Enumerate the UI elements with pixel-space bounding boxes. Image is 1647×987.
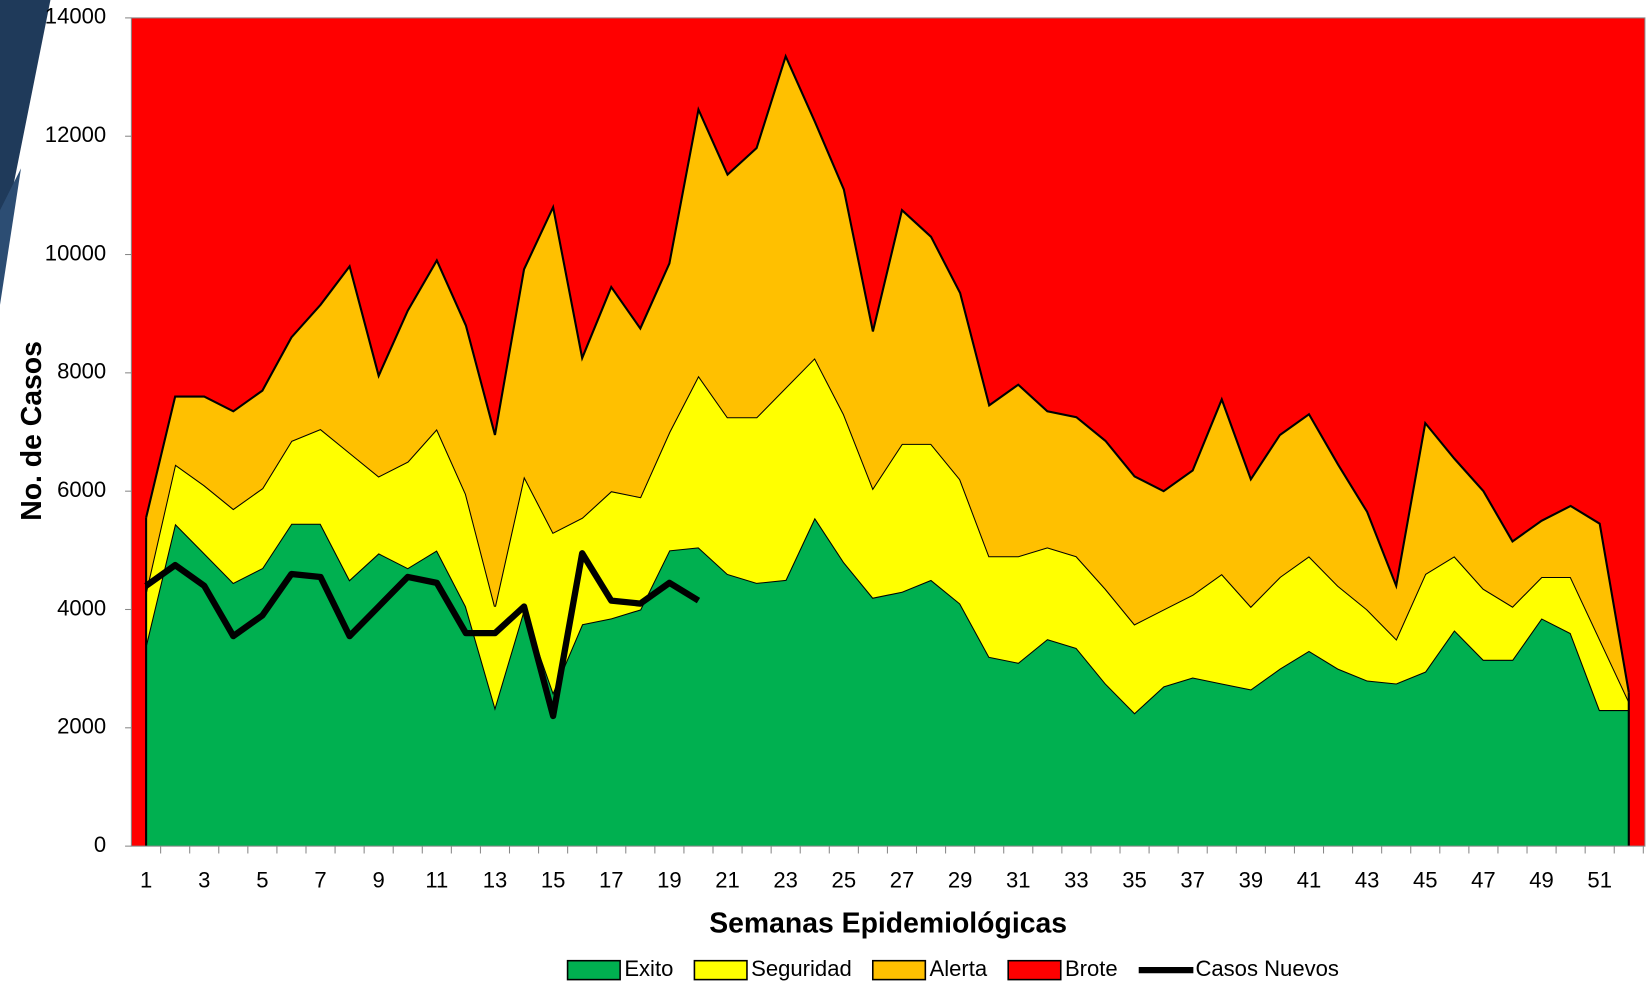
x-axis-title: Semanas Epidemiológicas [709, 907, 1067, 939]
x-tick-label: 11 [425, 868, 448, 893]
x-tick-label: 1 [140, 868, 152, 893]
x-tick-label: 41 [1297, 868, 1322, 893]
x-tick-label: 9 [373, 868, 385, 893]
y-tick-label: 2000 [57, 714, 106, 739]
y-tick-label: 4000 [57, 595, 106, 620]
legend-swatch [1007, 959, 1062, 981]
x-tick-label: 51 [1587, 868, 1612, 893]
legend-label: Alerta [930, 956, 988, 981]
area [146, 517, 1629, 847]
x-tick-label: 47 [1471, 868, 1496, 893]
legend-label: Casos Nuevos [1195, 956, 1338, 981]
y-tick-label: 14000 [45, 4, 106, 29]
x-tick-label: 33 [1064, 868, 1089, 893]
x-tick-label: 35 [1122, 868, 1147, 893]
area-edge [145, 53, 1630, 693]
x-tick-label: 17 [599, 868, 624, 893]
x-tick-label: 49 [1529, 868, 1554, 893]
x-tick-label: 5 [256, 868, 268, 893]
line [144, 550, 701, 720]
x-tick-label: 7 [314, 868, 326, 893]
x-tick-label: 19 [657, 868, 682, 893]
y-tick-label: 10000 [45, 240, 106, 265]
area [146, 56, 1629, 702]
x-tick-label: 31 [1006, 868, 1031, 893]
legend: Exito Seguridad Alerta Brote Casos Nuevos [566, 956, 1339, 981]
x-tick-label: 39 [1239, 868, 1264, 893]
x-tick-label: 29 [948, 868, 973, 893]
legend-label: Exito [624, 956, 673, 981]
legend-swatch [871, 959, 927, 981]
x-tick-label: 37 [1180, 868, 1205, 893]
y-axis-title: No. de Casos [16, 341, 48, 521]
y-tick-label: 0 [94, 832, 106, 857]
x-tick-label: 13 [483, 868, 508, 893]
plot-border [130, 17, 1646, 847]
y-tick-label: 8000 [57, 359, 106, 384]
x-tick-label: 25 [832, 868, 857, 893]
x-tick-label: 27 [890, 868, 915, 893]
x-tick-label: 23 [773, 868, 798, 893]
legend-swatch [566, 959, 621, 981]
x-tick-label: 45 [1413, 868, 1438, 893]
y-tick-label: 12000 [45, 122, 106, 147]
legend-label: Seguridad [751, 956, 852, 981]
x-tick-label: 21 [715, 868, 740, 893]
x-tick-label: 15 [541, 868, 566, 893]
y-tick-label: 6000 [57, 477, 106, 502]
x-tick-label: 3 [198, 868, 210, 893]
area [146, 358, 1629, 714]
legend-label: Brote [1065, 956, 1118, 981]
legend-swatch [693, 959, 748, 981]
x-tick-label: 43 [1355, 868, 1380, 893]
plot-area [131, 17, 1645, 847]
